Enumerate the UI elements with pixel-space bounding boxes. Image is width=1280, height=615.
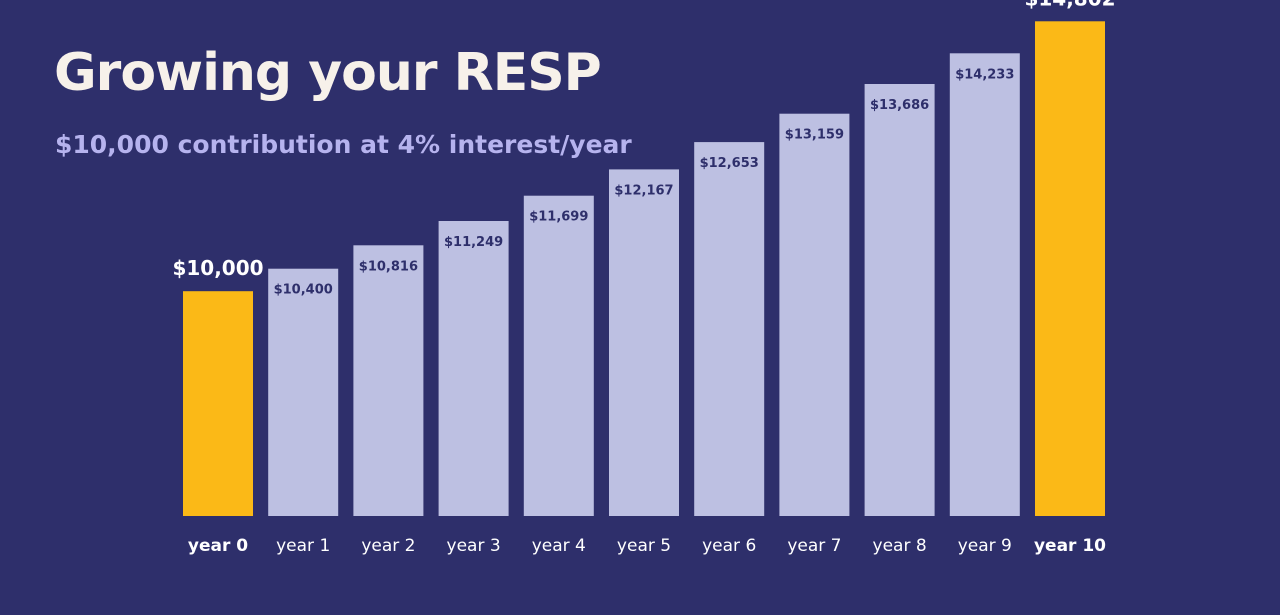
bar-year-1 bbox=[268, 268, 339, 516]
x-tick-label-year-5: year 5 bbox=[617, 536, 671, 556]
bar-year-2 bbox=[353, 245, 424, 517]
data-label-year-7: $13,159 bbox=[785, 128, 844, 143]
bar-year-5 bbox=[609, 169, 679, 516]
x-tick-label-year-0: year 0 bbox=[188, 536, 248, 556]
data-label-year-6: $12,653 bbox=[700, 156, 759, 171]
x-tick-label-year-4: year 4 bbox=[532, 536, 586, 556]
bar-year-4 bbox=[523, 195, 594, 516]
data-label-year-10: $14,802 bbox=[1024, 0, 1115, 10]
x-tick-label-year-9: year 9 bbox=[958, 536, 1012, 556]
data-label-year-0: $10,000 bbox=[172, 256, 263, 280]
bar-year-10 bbox=[1035, 21, 1105, 517]
x-tick-label-year-2: year 2 bbox=[361, 536, 415, 556]
data-label-year-3: $11,249 bbox=[444, 235, 503, 250]
data-label-year-4: $11,699 bbox=[529, 210, 588, 225]
bar-year-3 bbox=[438, 221, 509, 516]
data-label-year-2: $10,816 bbox=[359, 259, 418, 274]
x-tick-label-year-8: year 8 bbox=[873, 536, 927, 556]
x-tick-label-year-7: year 7 bbox=[787, 536, 841, 556]
x-tick-label-year-1: year 1 bbox=[276, 536, 330, 556]
data-label-year-8: $13,686 bbox=[870, 98, 929, 113]
chart-subtitle: $10,000 contribution at 4% interest/year bbox=[55, 130, 632, 159]
x-tick-label-year-10: year 10 bbox=[1034, 536, 1106, 556]
bar-year-6 bbox=[694, 142, 765, 516]
data-label-year-5: $12,167 bbox=[614, 183, 673, 198]
bar-year-8 bbox=[864, 84, 935, 516]
bar-year-9 bbox=[949, 53, 1020, 517]
data-label-year-1: $10,400 bbox=[274, 283, 333, 298]
x-tick-label-year-3: year 3 bbox=[447, 536, 501, 556]
bar-year-7 bbox=[779, 113, 850, 516]
data-label-year-9: $14,233 bbox=[955, 67, 1014, 82]
x-tick-label-year-6: year 6 bbox=[702, 536, 756, 556]
chart-title: Growing your RESP bbox=[54, 43, 602, 103]
bar-year-0 bbox=[183, 291, 253, 516]
